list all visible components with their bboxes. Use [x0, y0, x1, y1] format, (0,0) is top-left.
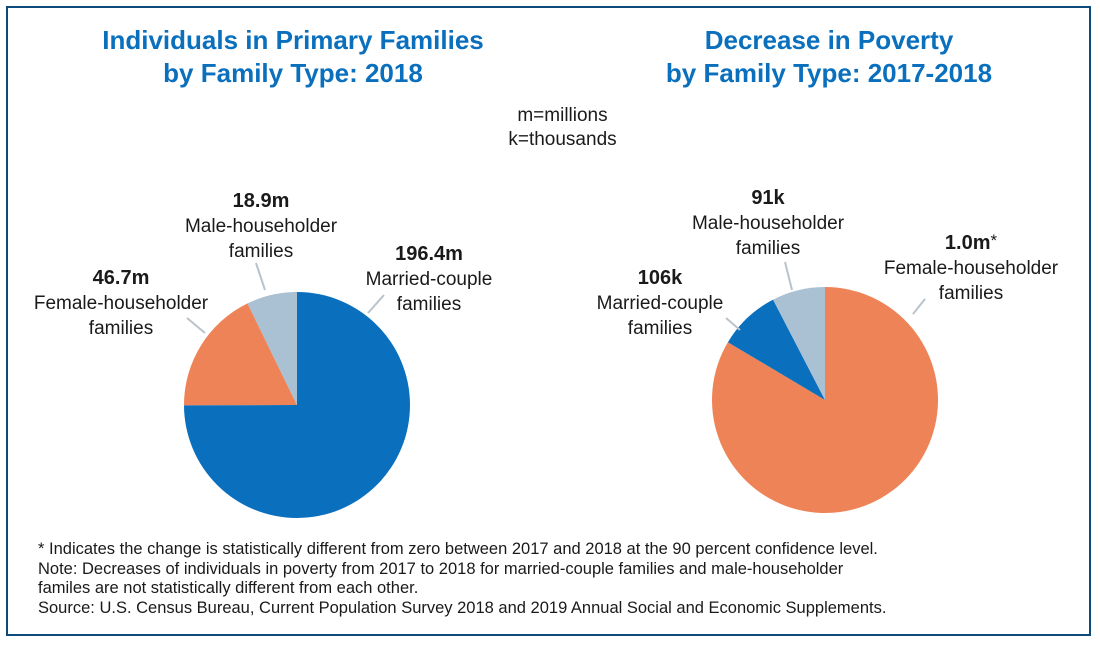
pie-1-category-label-2-line-1: families — [736, 238, 800, 259]
pie-1-category-label-2-line-0: Male-householder — [692, 213, 845, 234]
pie-0-category-label-2-line-1: families — [229, 241, 293, 262]
pie-1-leader-2 — [784, 261, 793, 291]
left-chart-title-line-2: by Family Type: 2018 — [163, 58, 423, 88]
right-chart-title: Decrease in Poverty by Family Type: 2017… — [589, 24, 1069, 90]
footnote-note-line-1: Note: Decreases of individuals in povert… — [38, 559, 844, 578]
pie-1-category-label-1-line-0: Married-couple — [597, 293, 724, 314]
pie-1-category-label-0-line-0: Female-householder — [884, 258, 1059, 279]
footnotes: * Indicates the change is statistically … — [38, 540, 1078, 618]
pie-1-value-label-1: 106k — [638, 267, 683, 289]
pie-0-category-label-0-line-0: Married-couple — [366, 269, 493, 290]
pie-0-leader-2 — [255, 262, 266, 291]
footnote-asterisk: * Indicates the change is statistically … — [38, 540, 878, 558]
pie-0-slice-2 — [247, 292, 297, 405]
pie-1-slice-1 — [727, 299, 825, 400]
units-legend: m=millions k=thousands — [450, 104, 675, 152]
units-millions: m=millions — [517, 105, 608, 126]
pie-1-slice-2 — [773, 287, 825, 400]
pie-0-value-label-0: 196.4m — [395, 243, 463, 265]
right-chart-title-line-1: Decrease in Poverty — [704, 25, 954, 55]
footnote-note-line-2: familes are not statistically different … — [38, 579, 419, 597]
pie-0-category-label-1-line-0: Female-householder — [34, 293, 209, 314]
right-chart-title-line-2: by Family Type: 2017-2018 — [665, 58, 993, 88]
chart-frame — [6, 6, 1091, 636]
right-pie-chart: 1.0m* Female-householder families 106k Marri… — [597, 187, 1059, 513]
pie-0-leader-1 — [186, 317, 206, 334]
pie-1-value-label-0: 1.0m* — [945, 231, 998, 254]
pie-0-category-label-0-line-1: families — [397, 294, 461, 315]
pie-0-category-label-1-line-1: families — [89, 318, 153, 339]
pie-0-category-label-2-line-0: Male-householder — [185, 216, 338, 237]
units-thousands: k=thousands — [508, 129, 617, 150]
pie-1-leader-1 — [725, 317, 741, 331]
pie-0-slice-0 — [184, 292, 410, 518]
left-chart-title-line-1: Individuals in Primary Families — [102, 25, 484, 55]
left-chart-title: Individuals in Primary Families by Famil… — [53, 24, 533, 90]
pie-1-category-label-1-line-1: families — [628, 318, 692, 339]
left-pie-chart: 196.4m Married-couple families 46.7m Female-… — [34, 190, 493, 518]
footnote-source: Source: U.S. Census Bureau, Current Popu… — [38, 598, 887, 617]
pie-0-value-label-2: 18.9m — [233, 190, 290, 212]
pie-0-leader-0 — [367, 294, 385, 314]
pie-1-value-label-2: 91k — [751, 187, 785, 209]
pie-1-leader-0 — [912, 298, 926, 315]
pie-0-value-label-1: 46.7m — [93, 267, 150, 289]
pie-0-slice-1 — [184, 303, 297, 406]
pie-1-category-label-0-line-1: families — [939, 283, 1003, 304]
